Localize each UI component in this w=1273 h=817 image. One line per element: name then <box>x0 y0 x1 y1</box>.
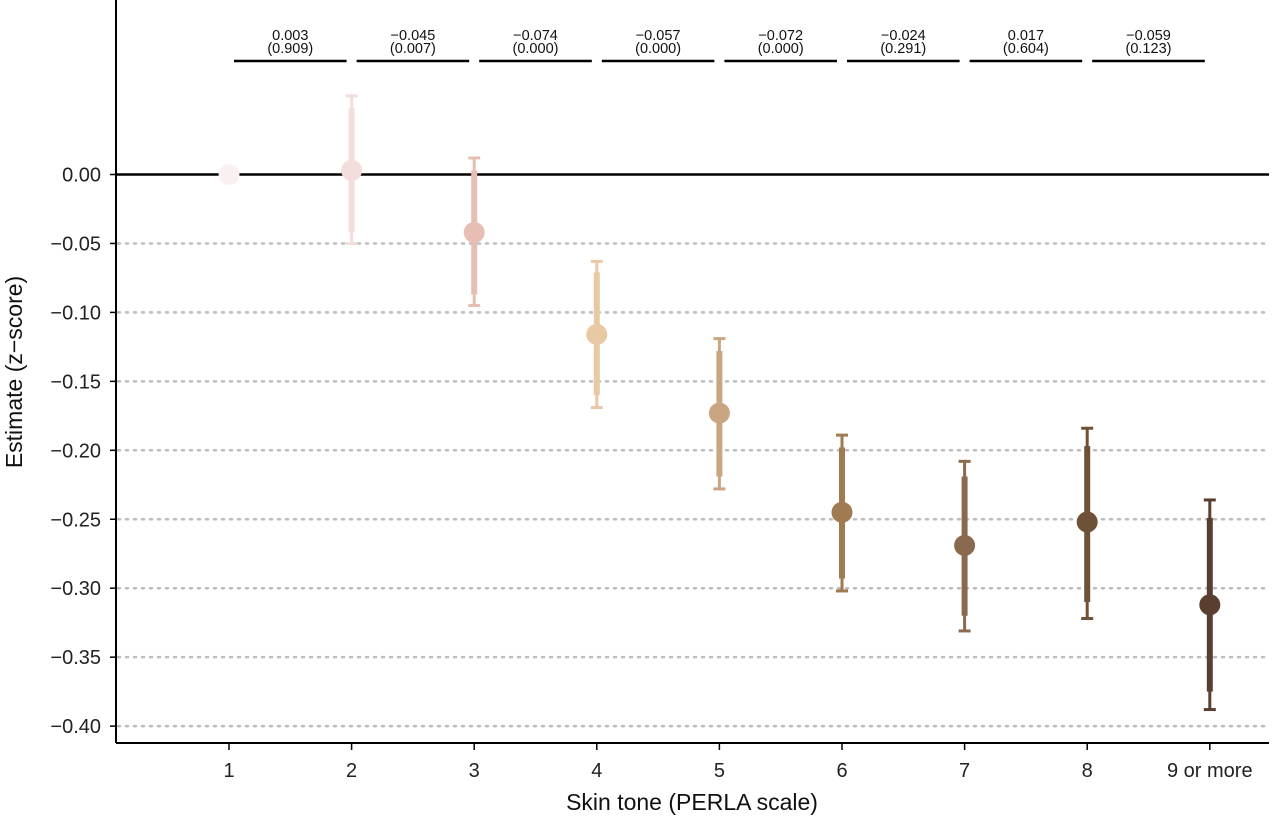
bracket-p-value: (0.000) <box>758 41 804 57</box>
estimate-point <box>1199 594 1221 616</box>
comparison-brackets: 0.003(0.909)−0.045(0.007)−0.074(0.000)−0… <box>234 28 1205 63</box>
estimate-point <box>218 164 240 185</box>
bracket-p-value: (0.291) <box>880 41 926 57</box>
bracket-p-value: (0.000) <box>513 41 559 57</box>
x-tick-label: 3 <box>469 760 480 782</box>
y-tick-label: −0.35 <box>50 647 101 669</box>
y-tick-label: −0.20 <box>50 440 101 462</box>
bracket-p-value: (0.604) <box>1003 41 1049 57</box>
bracket-difference: −0.024 <box>881 28 926 44</box>
x-tick-label: 4 <box>591 760 602 782</box>
x-tick-label: 6 <box>836 760 847 782</box>
y-tick-label: −0.10 <box>50 302 101 324</box>
y-tick-label: 0.00 <box>62 165 101 187</box>
bracket-difference: −0.059 <box>1126 28 1171 44</box>
y-tick-label: −0.15 <box>50 371 101 393</box>
estimate-point <box>708 402 730 424</box>
estimate-point <box>1076 511 1098 533</box>
bracket-p-value: (0.123) <box>1126 41 1172 57</box>
x-tick-label: 1 <box>223 760 234 782</box>
bracket-difference: −0.045 <box>391 28 436 44</box>
y-tick-label: −0.25 <box>50 509 101 531</box>
x-tick-label: 7 <box>959 760 970 782</box>
bracket-p-value: (0.000) <box>635 41 681 57</box>
bracket-difference: −0.072 <box>758 28 803 44</box>
x-tick-label: 2 <box>346 760 357 782</box>
x-tick-label: 5 <box>714 760 725 782</box>
y-tick-label: −0.05 <box>50 233 101 255</box>
y-tick-label: −0.40 <box>50 716 101 738</box>
estimate-point <box>586 323 608 345</box>
y-axis-title: Estimate (z−score) <box>1 276 27 468</box>
x-ticks: 1 2 3 4 5 6 7 8 9 or more <box>223 743 1253 782</box>
bracket-p-value: (0.909) <box>267 41 313 57</box>
y-tick-label: −0.30 <box>50 578 101 600</box>
estimate-point <box>341 159 363 181</box>
estimate-point <box>831 501 853 523</box>
grid-lines <box>116 242 1271 728</box>
axes <box>115 0 1269 744</box>
estimate-points <box>218 159 1221 616</box>
bracket-difference: 0.017 <box>1008 28 1044 44</box>
bracket-p-value: (0.007) <box>390 41 436 57</box>
y-ticks: 0.00 −0.05 −0.10 −0.15 −0.20 −0.25 −0.30 −0.35 −… <box>50 165 116 738</box>
x-axis-title: Skin tone (PERLA scale) <box>566 789 818 815</box>
bracket-difference: 0.003 <box>272 28 308 44</box>
x-tick-label: 9 or more <box>1167 760 1253 782</box>
estimate-point <box>954 534 976 556</box>
estimate-point <box>463 221 485 243</box>
error-bars <box>345 94 1216 712</box>
x-tick-label: 8 <box>1082 760 1093 782</box>
bracket-difference: −0.057 <box>636 28 681 44</box>
bracket-difference: −0.074 <box>513 28 558 44</box>
